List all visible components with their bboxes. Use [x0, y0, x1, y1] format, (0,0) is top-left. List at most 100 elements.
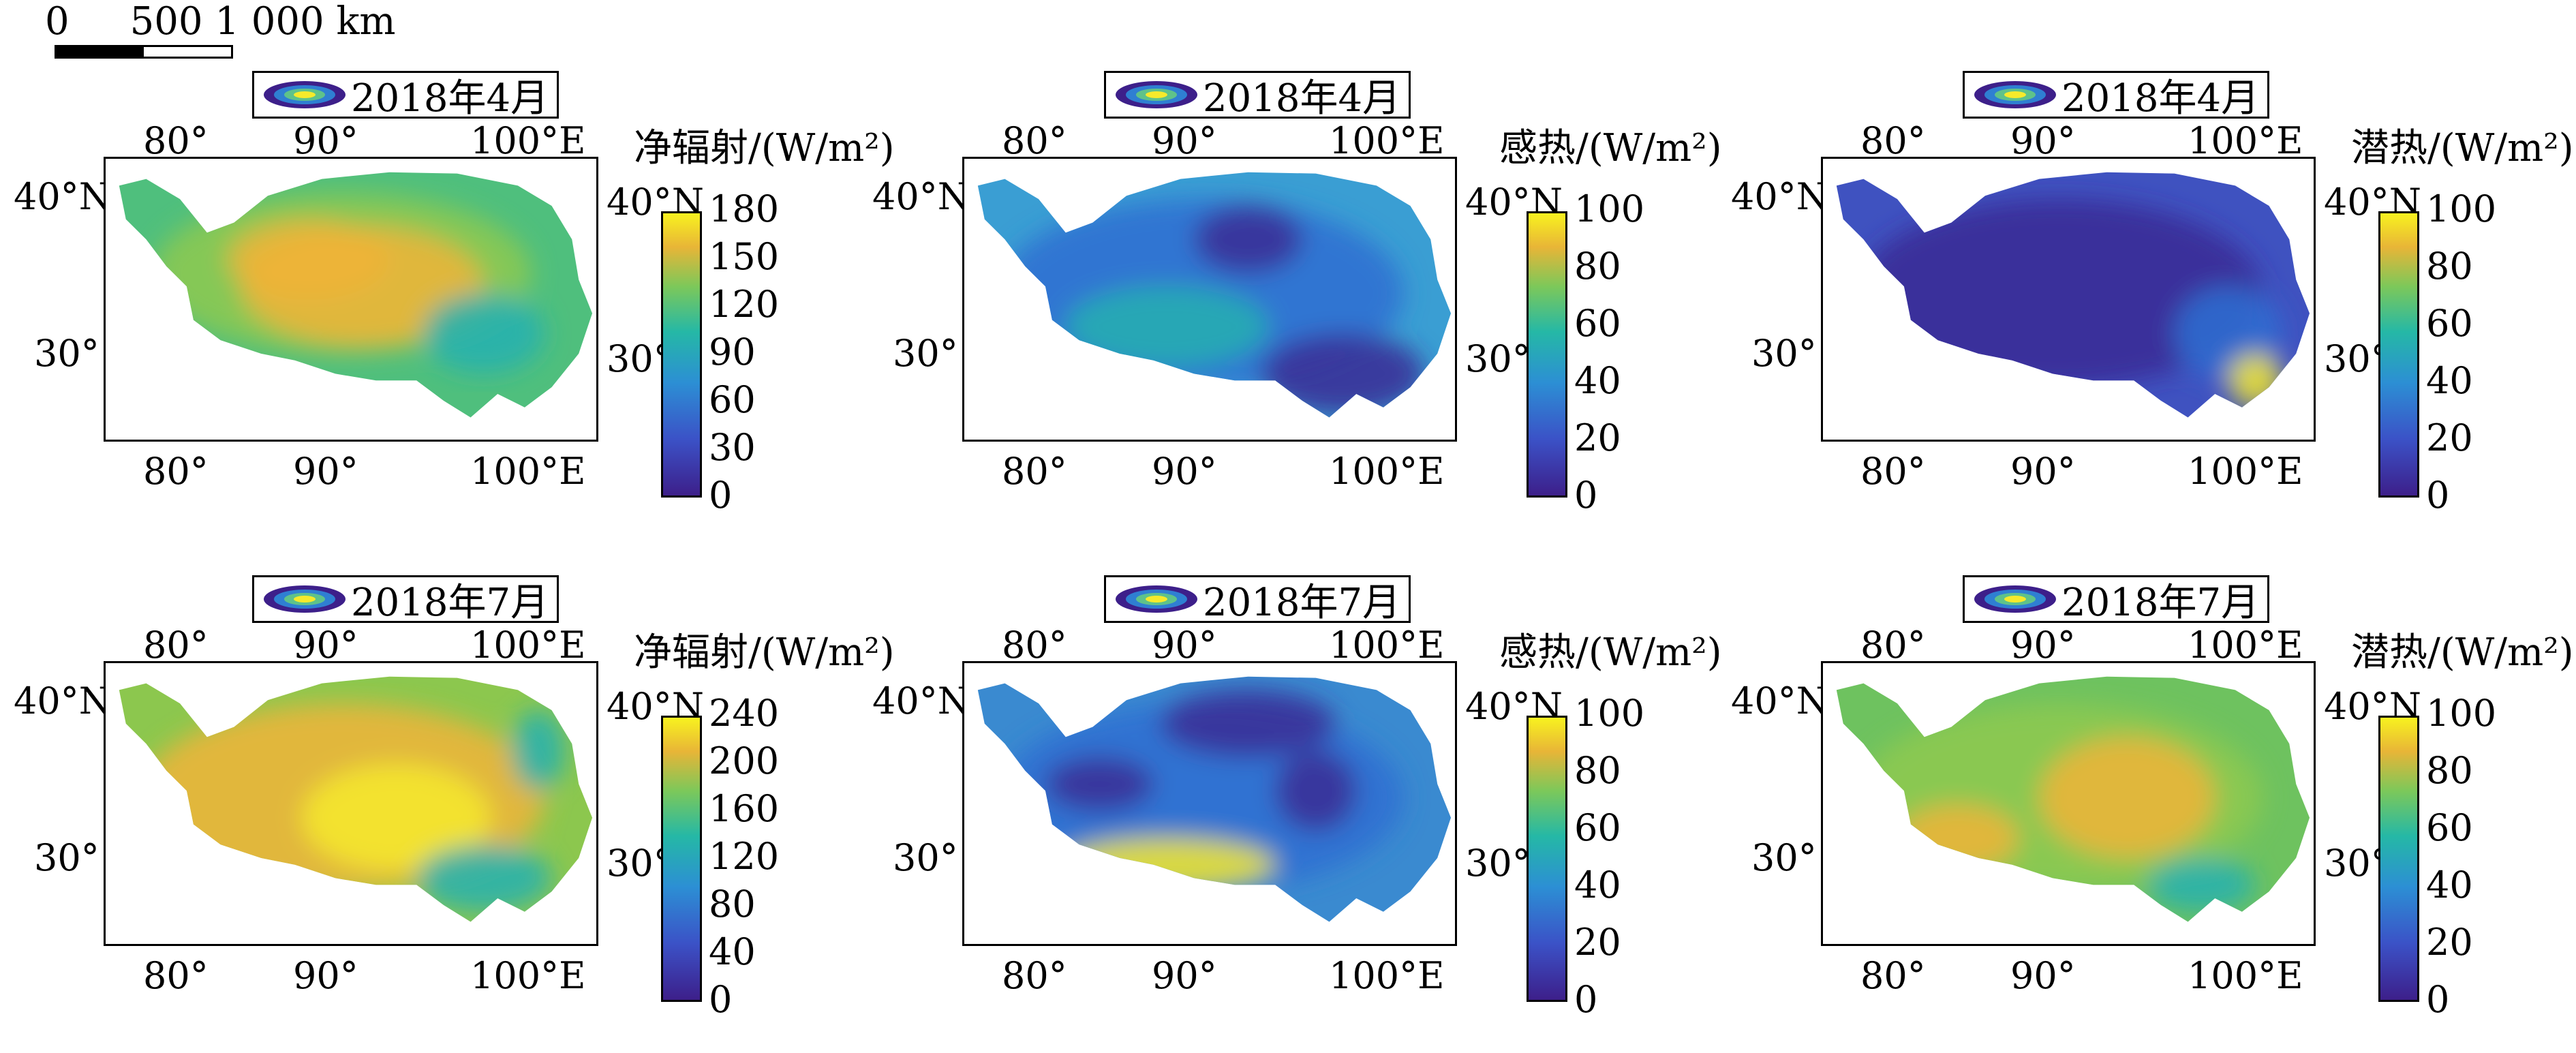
map-panel: 2018年7月 净辐射/(W/m²) 80° 90° 100°E 80° 90° 100°E 4… [14, 532, 895, 1036]
plateau-map [977, 172, 1452, 418]
plateau-map [119, 676, 593, 922]
colorbar [1527, 716, 1567, 1002]
lon-label-bottom: 100°E [470, 450, 586, 493]
lon-label-bottom: 80° [143, 954, 209, 997]
colorbar-tick-label: 0 [709, 474, 733, 517]
lon-label-top: 100°E [470, 119, 586, 162]
colorbar-tick-label: 80 [1574, 245, 1621, 288]
colorbar-tick-label: 80 [2426, 245, 2473, 288]
colorbar-tick-label: 20 [2426, 921, 2473, 964]
panel-date-tag: 2018年4月 [1104, 71, 1411, 121]
map-frame [104, 157, 598, 442]
lon-label-bottom: 90° [2010, 954, 2076, 997]
plateau-map [1836, 676, 2310, 922]
panel-date-tag: 2018年7月 [1104, 575, 1411, 625]
lon-label-bottom: 100°E [2188, 954, 2303, 997]
lon-label-top: 100°E [1329, 624, 1445, 667]
colorbar-tick-label: 120 [709, 283, 780, 326]
lat-label-right: 30° [2324, 337, 2389, 380]
lat-label-right: 30° [1465, 337, 1531, 380]
colorbar-tick-label: 40 [709, 930, 756, 973]
lon-label-bottom: 100°E [1329, 450, 1445, 493]
lon-label-top: 80° [143, 119, 209, 162]
colorbar [661, 716, 702, 1002]
lon-label-top: 90° [293, 624, 358, 667]
lon-label-bottom: 90° [1152, 954, 1217, 997]
map-panel: 2018年4月 潜热/(W/m²) 80° 90° 100°E 80° 90° 100°E 40… [1731, 27, 2576, 532]
colorbar-tick-label: 40 [2426, 864, 2473, 906]
colorbar [2378, 211, 2419, 498]
lon-label-top: 80° [1860, 119, 1926, 162]
colorbar-tick-label: 60 [1574, 302, 1621, 345]
colorbar-tick-label: 40 [1574, 359, 1621, 402]
scale-bar-graphic [55, 45, 233, 59]
colorbar-tick-label: 20 [1574, 416, 1621, 459]
lon-label-bottom: 80° [1002, 954, 1067, 997]
map-frame [962, 157, 1457, 442]
colorbar [661, 211, 702, 498]
colorbar-tick-label: 20 [1574, 921, 1621, 964]
lon-label-top: 80° [1002, 624, 1067, 667]
colorbar-tick-label: 90 [709, 331, 756, 373]
lat-label-left: 40°N [872, 680, 970, 722]
colorbar-title: 潜热/(W/m²) [2351, 630, 2574, 675]
colorbar-title: 感热/(W/m²) [1499, 126, 1722, 170]
colorbar-tick-label: 200 [709, 739, 780, 782]
colorbar-tick-label: 0 [1574, 978, 1598, 1021]
lat-label-left: 40°N [14, 680, 111, 722]
colorbar [2378, 716, 2419, 1002]
ellipse-legend-icon [1116, 585, 1197, 613]
lat-label-left: 30° [34, 332, 99, 375]
ellipse-legend-icon [264, 81, 346, 108]
lon-label-bottom: 80° [1002, 450, 1067, 493]
lon-label-bottom: 90° [293, 450, 358, 493]
map-frame [1821, 661, 2316, 946]
panel-date-tag: 2018年4月 [1963, 71, 2270, 121]
lat-label-left: 30° [34, 836, 99, 879]
lat-label-right: 30° [607, 337, 672, 380]
panel-date: 2018年7月 [2061, 580, 2260, 625]
lat-label-left: 30° [1751, 836, 1817, 879]
colorbar-tick-label: 60 [1574, 806, 1621, 849]
map-panel: 2018年4月 净辐射/(W/m²) 80° 90° 100°E 80° 90° 100°E 4… [14, 27, 895, 532]
map-frame [1821, 157, 2316, 442]
lat-label-left: 30° [893, 332, 958, 375]
lat-label-right: 30° [2324, 842, 2389, 885]
colorbar-tick-label: 80 [2426, 749, 2473, 792]
lon-label-bottom: 80° [1860, 954, 1926, 997]
lon-label-top: 100°E [2188, 119, 2303, 162]
colorbar-tick-label: 180 [709, 187, 780, 230]
lat-label-right: 30° [1465, 842, 1531, 885]
panel-date: 2018年7月 [1203, 580, 1401, 625]
colorbar-tick-label: 240 [709, 692, 780, 735]
map-panel: 2018年7月 感热/(W/m²) 80° 90° 100°E 80° 90° 100°E 40… [872, 532, 1751, 1036]
lon-label-top: 100°E [1329, 119, 1445, 162]
colorbar-tick-label: 60 [709, 378, 756, 421]
lon-label-bottom: 100°E [470, 954, 586, 997]
lon-label-bottom: 80° [143, 450, 209, 493]
lon-label-top: 80° [1860, 624, 1926, 667]
colorbar [1527, 211, 1567, 498]
panel-date-tag: 2018年7月 [1963, 575, 2270, 625]
lat-label-left: 40°N [872, 175, 970, 218]
colorbar-tick-label: 160 [709, 787, 780, 830]
panel-date: 2018年7月 [351, 580, 549, 625]
lat-label-left: 30° [1751, 332, 1817, 375]
ellipse-legend-icon [1974, 585, 2056, 613]
ellipse-legend-icon [264, 585, 346, 613]
colorbar-tick-label: 100 [2426, 187, 2497, 230]
lat-label-right: 30° [607, 842, 672, 885]
lon-label-top: 80° [1002, 119, 1067, 162]
lon-label-bottom: 90° [2010, 450, 2076, 493]
colorbar-tick-label: 30 [709, 426, 756, 469]
colorbar-tick-label: 0 [2426, 474, 2450, 517]
colorbar-tick-label: 40 [1574, 864, 1621, 906]
lon-label-top: 90° [2010, 624, 2076, 667]
colorbar-title: 感热/(W/m²) [1499, 630, 1722, 675]
lat-label-left: 30° [893, 836, 958, 879]
lon-label-bottom: 100°E [1329, 954, 1445, 997]
lon-label-bottom: 80° [1860, 450, 1926, 493]
colorbar-tick-label: 100 [1574, 692, 1645, 735]
lon-label-top: 90° [2010, 119, 2076, 162]
